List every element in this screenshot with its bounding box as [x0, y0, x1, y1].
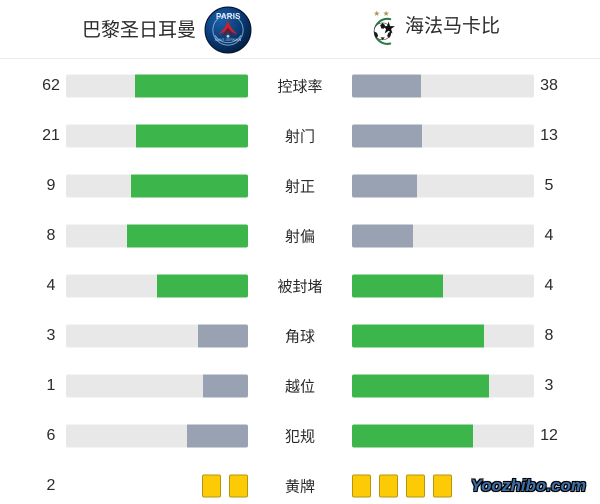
svg-text:★: ★: [383, 8, 390, 17]
svg-text:PARIS: PARIS: [216, 12, 241, 21]
svg-text:★: ★: [373, 8, 380, 17]
svg-text:SAINT-GERMAIN: SAINT-GERMAIN: [215, 38, 242, 42]
